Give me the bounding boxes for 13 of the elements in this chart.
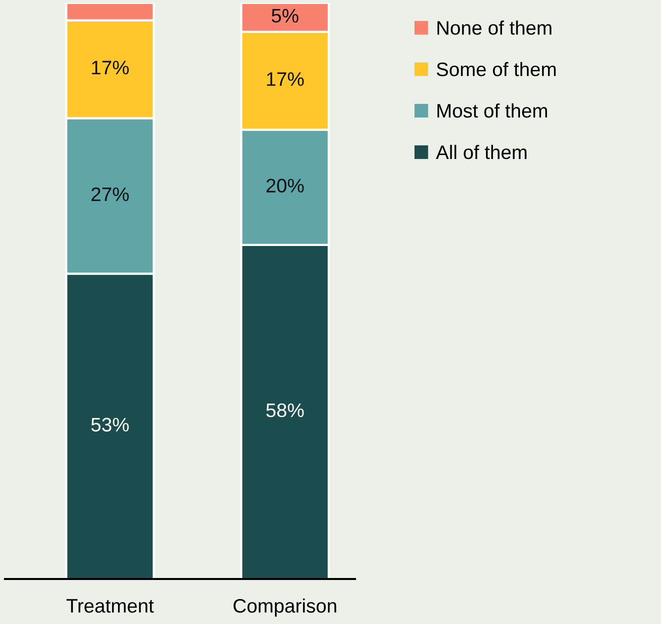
x-tick-label: Treatment <box>66 599 154 613</box>
data-label: 27% <box>92 187 129 202</box>
x-tick-label: Comparison <box>234 598 336 617</box>
data-label: 53% <box>91 418 129 432</box>
data-label: 5% <box>272 8 298 23</box>
legend-label: Most of them <box>437 103 547 118</box>
data-label: 20% <box>266 178 304 193</box>
data-label: 17% <box>92 60 129 74</box>
legend-label: None of them <box>437 20 552 35</box>
legend-label: All of them <box>436 144 526 160</box>
legend-label: Some of them <box>436 62 556 76</box>
data-label: 58% <box>266 403 304 418</box>
data-label: 17% <box>267 72 304 86</box>
